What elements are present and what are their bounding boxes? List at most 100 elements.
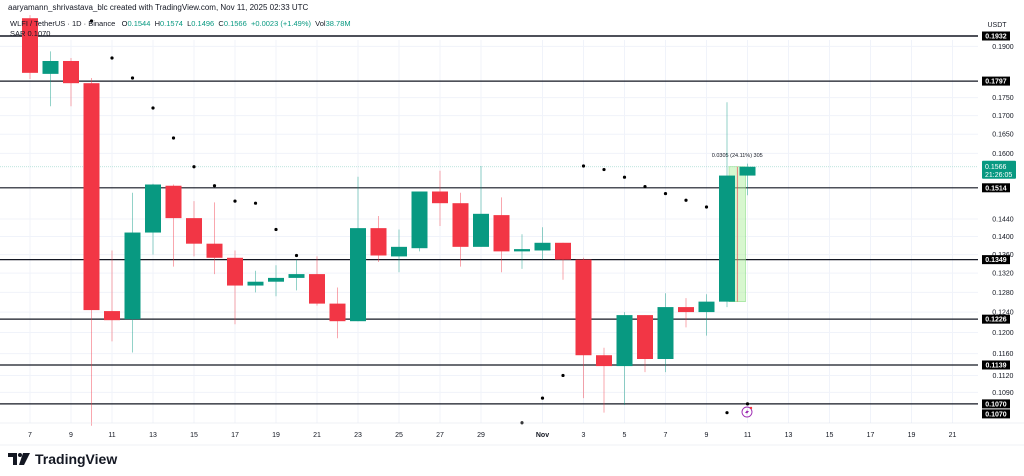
- chart-credit: aaryamann_shrivastava_blc created with T…: [8, 3, 309, 12]
- level-label-bg: [982, 183, 1010, 193]
- time-tick-label: 11: [744, 432, 751, 439]
- currency-label: USDT: [987, 22, 1007, 29]
- volume-label: Vol: [315, 19, 326, 28]
- candle-body: [370, 228, 387, 256]
- symbol-name[interactable]: WLFI / TetherUS · 1D · Binance: [10, 19, 116, 28]
- candle-body: [514, 249, 530, 252]
- sar-dot: [684, 198, 688, 202]
- sar-value: 0.1070: [27, 29, 51, 38]
- sar-legend[interactable]: SAR 0.1070: [10, 29, 50, 38]
- level-price-label: 0.1797: [985, 79, 1007, 86]
- candle-body: [739, 166, 756, 176]
- candle-body: [63, 60, 79, 84]
- time-tick-label: 21: [949, 432, 957, 439]
- sar-dot: [233, 199, 237, 203]
- time-tick-label: 17: [231, 432, 239, 439]
- price-tick-label: 0.1240: [992, 310, 1014, 317]
- level-price-label: 0.1139: [985, 362, 1006, 369]
- candle-body: [637, 315, 653, 360]
- horizontal-levels: [0, 35, 980, 405]
- sar-dot: [704, 205, 709, 209]
- time-tick-label: 15: [826, 432, 834, 439]
- sar-dot: [561, 373, 565, 378]
- price-tick-label: 0.1320: [992, 271, 1014, 278]
- level-label-bg: [982, 255, 1010, 265]
- sar-dot: [540, 396, 545, 400]
- change-value: +0.0023 (+1.49%): [250, 19, 311, 28]
- time-tick-label: 21: [313, 432, 321, 439]
- close-value: 0.1566: [223, 19, 247, 28]
- time-axis-labels[interactable]: 7 9 11 13 15 17 19 21 23 25 27 29 Nov 3 5 7 9 11 13 15 17 19 2…: [28, 432, 956, 439]
- level-label-bg: [982, 399, 1010, 409]
- lightning-icon[interactable]: [741, 406, 753, 418]
- candle-body: [145, 184, 161, 233]
- price-axis-labels: 0.1900 0.1750 0.1700 0.1650 0.1600 0.1440 0.14…: [982, 31, 1016, 419]
- tradingview-logo[interactable]: TradingView: [8, 451, 117, 467]
- candle-body: [452, 203, 469, 247]
- candle-body: [22, 18, 38, 73]
- price-tick-label: 0.1160: [993, 351, 1014, 358]
- time-tick-label: 19: [272, 432, 280, 439]
- time-tick-label: 7: [28, 432, 32, 439]
- time-tick-label: 23: [354, 432, 362, 439]
- time-tick-label: 3: [582, 432, 586, 439]
- sar-label-bg: [982, 409, 1010, 419]
- level-price-label: 0.1349: [985, 257, 1007, 264]
- price-tick-label: 0.1280: [992, 290, 1014, 297]
- price-tick-label: 0.1440: [992, 216, 1014, 223]
- sar-dot: [192, 165, 196, 169]
- candle-body: [124, 232, 141, 320]
- open-value: 0.1544: [127, 19, 151, 28]
- candle-body: [698, 301, 715, 313]
- level-price-label: 0.1070: [985, 401, 1007, 408]
- candle-body: [678, 307, 694, 313]
- level-label-bg: [982, 314, 1010, 324]
- time-tick-label: 13: [149, 432, 157, 439]
- price-tick-label: 0.1400: [992, 234, 1014, 241]
- candle-body: [329, 303, 346, 322]
- time-tick-label: 5: [623, 432, 627, 439]
- sar-dot: [663, 191, 668, 196]
- candle-body: [616, 315, 633, 367]
- time-tick-label: 11: [108, 432, 115, 439]
- price-tick-label: 0.1090: [992, 390, 1014, 397]
- candle-body: [309, 274, 325, 304]
- time-tick-label: 13: [785, 432, 793, 439]
- candle-body: [596, 355, 612, 367]
- candle-body: [411, 191, 428, 249]
- price-tick-label: 0.1650: [992, 132, 1014, 139]
- price-chart[interactable]: 0.0305 (24.11%) 305 USDT 0.19000.17500.1…: [0, 0, 1024, 448]
- sar-dot: [745, 402, 750, 406]
- candle-body: [42, 60, 59, 74]
- candle-body: [432, 191, 448, 204]
- candle-body: [473, 213, 489, 247]
- sar-dot: [725, 411, 729, 415]
- sar-dot: [643, 184, 647, 189]
- sar-dot: [89, 19, 94, 23]
- price-tick-label: 0.1120: [993, 373, 1014, 380]
- candle-body: [391, 246, 407, 257]
- price-tick-label: 0.1700: [992, 113, 1014, 120]
- sar-dot: [151, 106, 155, 110]
- candle-body: [493, 215, 510, 252]
- sar-dot: [171, 136, 176, 140]
- price-axis[interactable]: [978, 0, 1024, 446]
- time-tick-label: 9: [69, 432, 73, 439]
- candle-body: [555, 242, 571, 260]
- level-price-label: 0.1932: [985, 34, 1007, 41]
- high-value: 0.1574: [159, 19, 183, 28]
- tradingview-logo-icon: [8, 453, 30, 465]
- level-label-bg: [982, 76, 1010, 86]
- candle-body: [83, 83, 100, 311]
- candle-body: [104, 311, 120, 321]
- time-tick-label: 27: [436, 432, 444, 439]
- sar-label: SAR: [10, 29, 26, 38]
- candle-body: [657, 307, 674, 360]
- brand-name: TradingView: [35, 451, 118, 467]
- sar-dot: [253, 201, 258, 205]
- time-tick-label: 17: [867, 432, 875, 439]
- sar-price-label: 0.1070: [985, 411, 1007, 418]
- close-label: C: [218, 19, 224, 28]
- level-label-bg: [982, 31, 1010, 41]
- last-price-label: 0.1566: [985, 164, 1007, 171]
